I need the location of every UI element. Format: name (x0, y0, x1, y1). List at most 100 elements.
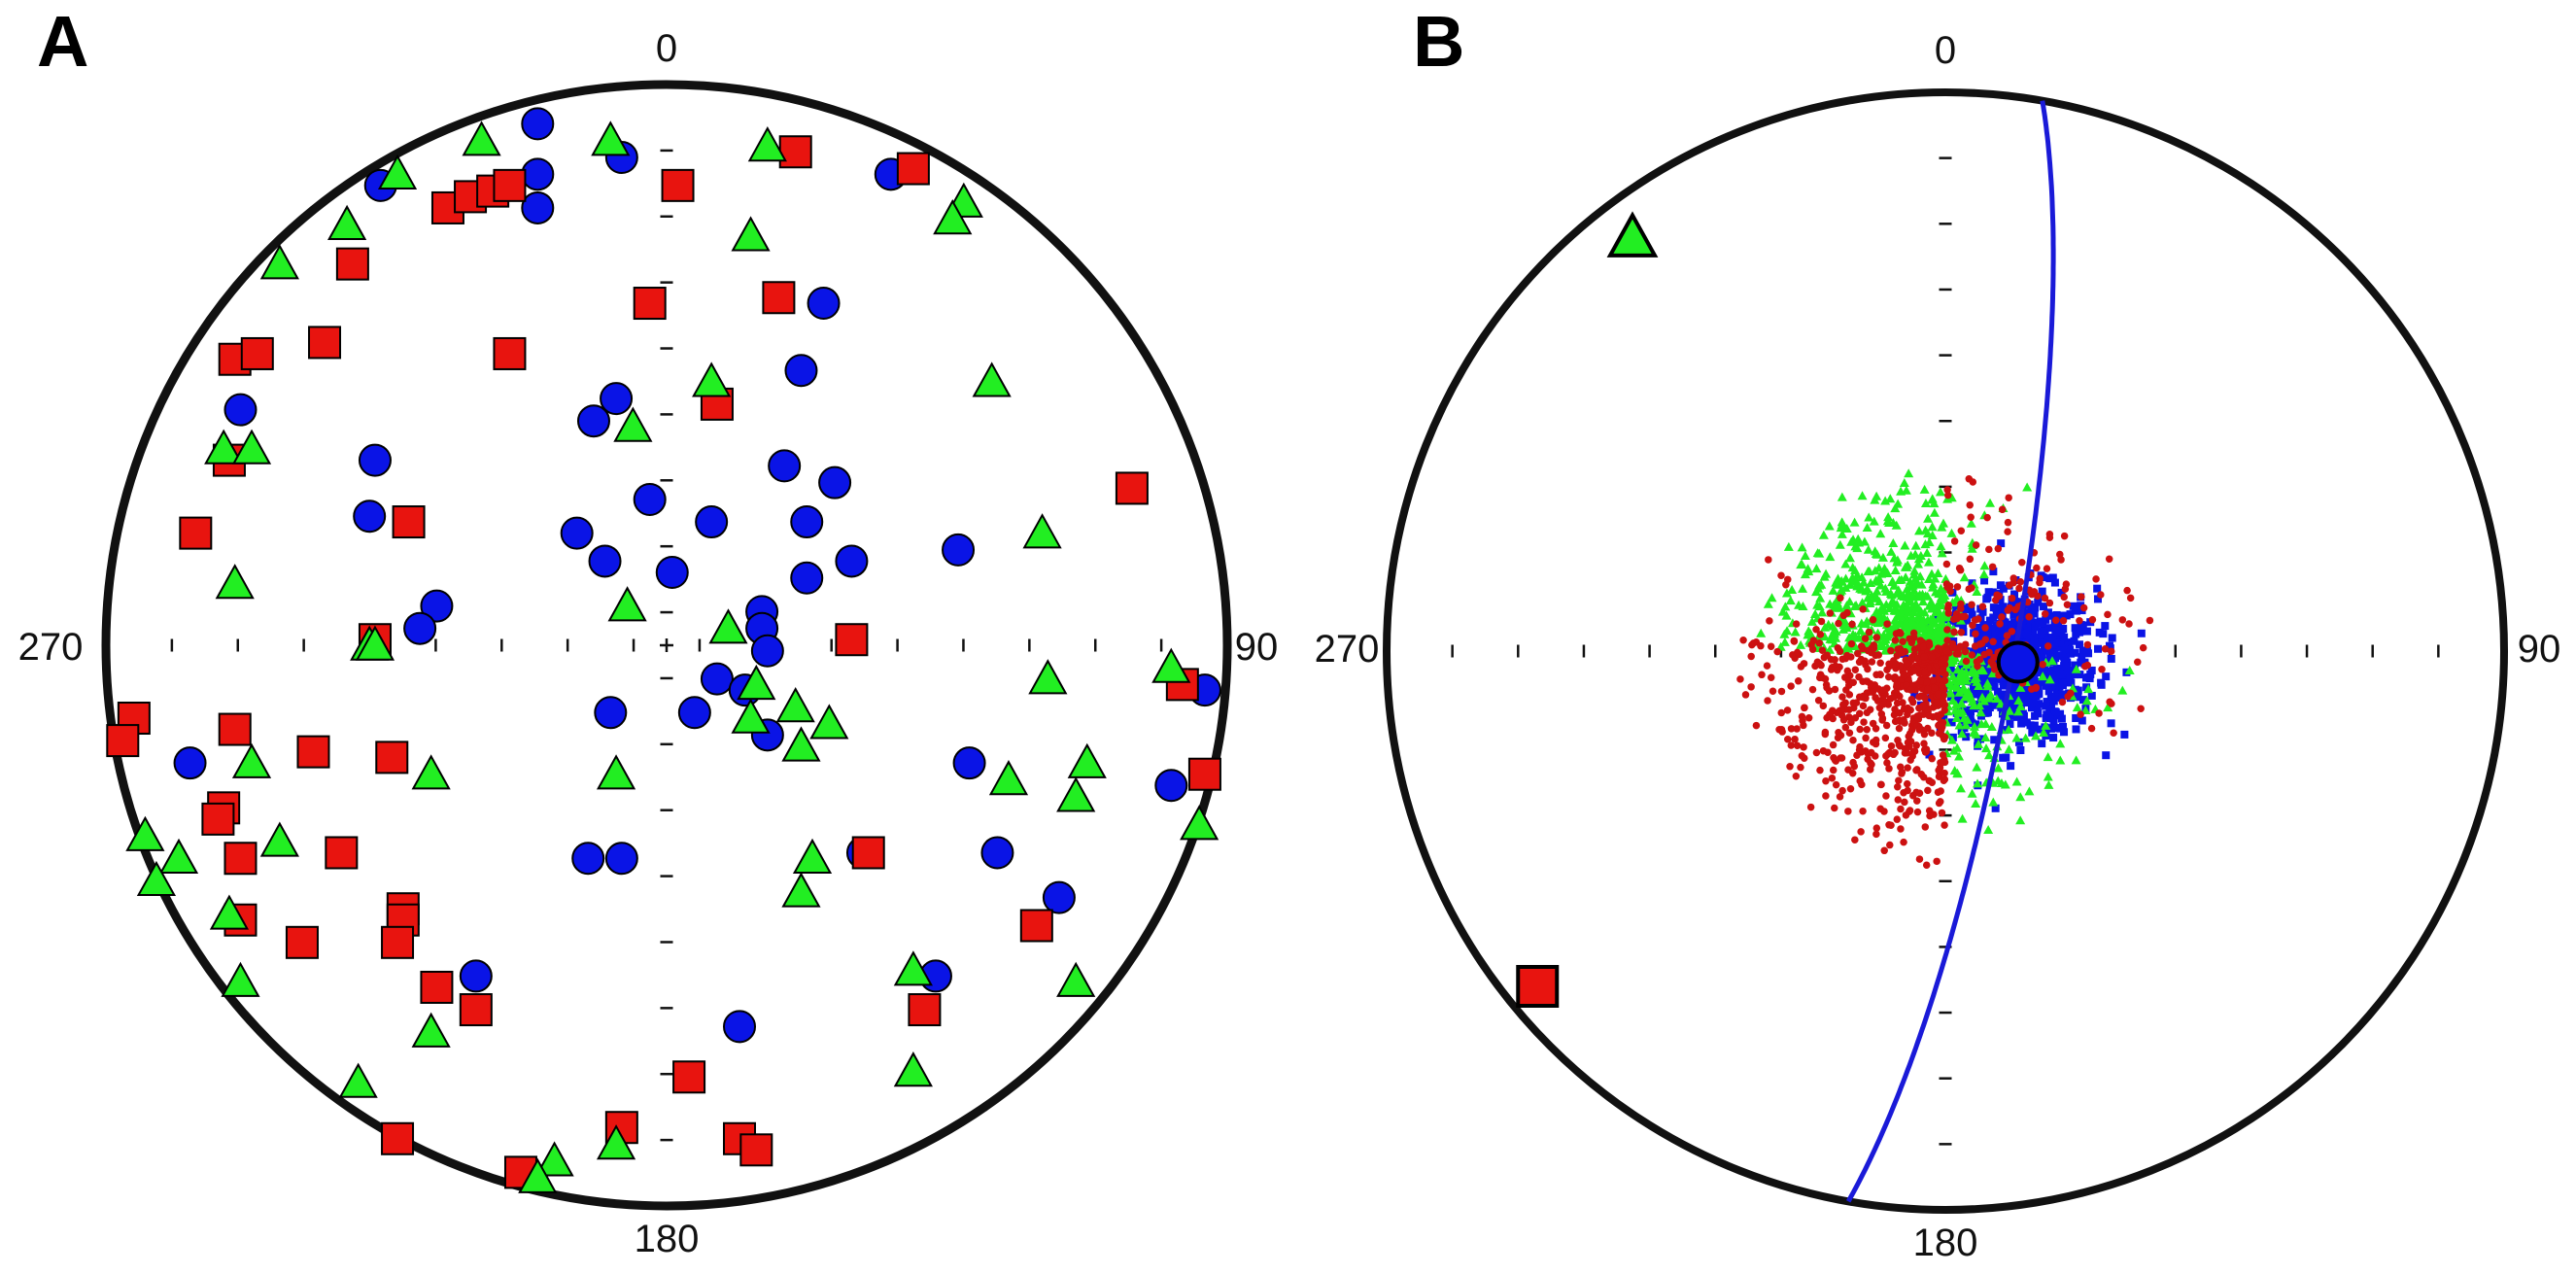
circle-axis-samples-dot (1972, 690, 1980, 699)
square-axis-samples-dot (1859, 644, 1867, 653)
square-axis-samples-dot (1913, 797, 1921, 805)
square-axis-samples-dot (1902, 811, 1910, 819)
square-axis-samples-dot (2003, 632, 2011, 639)
circle-marker (818, 465, 852, 499)
square-axis-samples-dot (1933, 699, 1941, 706)
triangle-axis-samples-dot (1902, 584, 1912, 594)
data-points-a (106, 107, 1221, 1193)
square-axis-samples-dot (2004, 528, 2011, 535)
triangle-axis-samples-dot (2011, 776, 2022, 786)
triangle-axis-samples-dot (1983, 825, 1994, 835)
triangle-axis-samples-dot (1756, 628, 1767, 637)
square-axis-samples-dot (1897, 805, 1905, 813)
triangle-axis-samples-dot (1880, 496, 1891, 505)
square-axis-samples-dot (2058, 698, 2067, 706)
square-axis-samples-dot (1983, 513, 1991, 522)
circle-axis-samples-dot (2052, 628, 2061, 637)
circle-marker (655, 555, 689, 589)
triangle-axis-samples-dot (1863, 567, 1873, 576)
square-axis-samples-dot (1953, 614, 1961, 623)
circle-axis-samples-dot (1965, 706, 1974, 714)
square-axis-samples-dot (1816, 631, 1825, 638)
square-axis-samples-dot (1861, 635, 1870, 642)
square-axis-samples-dot (1941, 821, 1948, 829)
circle-axis-samples-dot (1959, 620, 1968, 629)
square-axis-samples-dot (2077, 710, 2084, 718)
square-axis-samples-dot (1838, 786, 1846, 795)
triangle-axis-samples-dot (1837, 529, 1847, 538)
square-axis-samples-dot (2125, 620, 2133, 628)
circle-axis-samples-dot (2042, 702, 2050, 710)
square-axis-samples-dot (1838, 706, 1845, 714)
triangle-marker (809, 704, 849, 740)
square-axis-samples-dot (1974, 662, 1981, 671)
square-axis-samples-dot (1904, 764, 1911, 772)
circle-marker (633, 482, 667, 516)
square-axis-samples-dot (1935, 766, 1942, 775)
triangle-axis-samples-dot (1984, 750, 1995, 760)
triangle-axis-samples-dot (1888, 538, 1899, 548)
circle-axis-samples-dot (2066, 610, 2075, 619)
circle-marker (768, 449, 802, 483)
triangle-marker (781, 726, 821, 762)
square-axis-samples-dot (1944, 491, 1952, 499)
triangle-axis-samples-dot (1877, 603, 1888, 612)
square-axis-samples-dot (1904, 779, 1911, 788)
triangle-marker (933, 199, 973, 235)
square-axis-samples-dot (1838, 693, 1846, 701)
triangle-axis-samples-dot (1797, 542, 1807, 552)
triangle-axis-samples-dot (1945, 688, 1956, 698)
square-axis-samples-dot (1807, 640, 1815, 649)
circle-marker (600, 382, 634, 416)
square-axis-samples-dot (1878, 714, 1887, 722)
triangle-axis-samples-dot (1883, 512, 1894, 522)
square-axis-samples-dot (1831, 804, 1838, 812)
triangle-axis-samples-dot (2020, 733, 2031, 742)
triangle-axis-samples-dot (1954, 751, 1965, 761)
square-axis-samples-dot (1898, 768, 1906, 776)
triangle-marker (355, 625, 395, 661)
square-axis-samples-dot (1872, 634, 1881, 641)
circle-axis-samples-dot (2028, 728, 2037, 737)
triangle-axis-samples-dot (1844, 597, 1855, 606)
circle-axis-samples-dot (1989, 568, 1998, 576)
circle-axis-samples-dot (2051, 707, 2060, 716)
circle-axis-samples-dot (2072, 630, 2080, 638)
triangle-axis-samples-dot (1818, 530, 1829, 539)
triangle-axis-samples-dot (1909, 585, 1920, 595)
circle-axis-samples-dot (2056, 724, 2065, 733)
triangle-axis-samples-dot (1794, 600, 1804, 609)
circle-axis-samples-dot (1984, 671, 1993, 679)
triangle-axis-samples-dot (1796, 560, 1806, 569)
triangle-axis-samples-dot (1967, 693, 1977, 703)
triangle-marker (596, 754, 636, 790)
triangle-axis-samples-dot (1812, 600, 1823, 609)
triangle-axis-samples-dot (1886, 546, 1897, 556)
square-axis-samples-dot (1882, 721, 1891, 730)
triangle-marker (607, 586, 647, 622)
square-axis-samples-dot (2110, 729, 2117, 737)
circle-axis-samples-dot (1952, 619, 1961, 628)
square-axis-samples-dot (1890, 693, 1898, 701)
square-axis-samples-dot (1741, 691, 1750, 699)
square-axis-samples-dot (1909, 629, 1918, 637)
square-axis-samples-dot (1972, 541, 1980, 549)
square-axis-samples-dot (1887, 646, 1895, 655)
triangle-axis-samples-dot (1890, 565, 1901, 574)
square-axis-samples-dot (1894, 737, 1902, 744)
circle-axis-samples-dot (2049, 671, 2058, 679)
square-axis-samples-dot (1955, 564, 1964, 572)
triangle-axis-samples-dot (1875, 529, 1886, 538)
circle-axis-samples-dot (2067, 649, 2076, 658)
triangle-axis-samples-dot (1969, 721, 1979, 731)
circle-marker (353, 499, 387, 534)
triangle-axis-samples-dot (1955, 615, 1966, 625)
square-marker (1019, 909, 1053, 943)
square-axis-samples-dot (1837, 731, 1845, 740)
square-marker (296, 735, 330, 769)
triangle-axis-samples-dot (2038, 671, 2048, 681)
circle-axis-samples-dot (1990, 682, 1999, 691)
circle-axis-samples-dot (2018, 709, 2027, 718)
square-axis-samples-dot (1906, 807, 1914, 814)
square-axis-samples-dot (1942, 560, 1951, 568)
